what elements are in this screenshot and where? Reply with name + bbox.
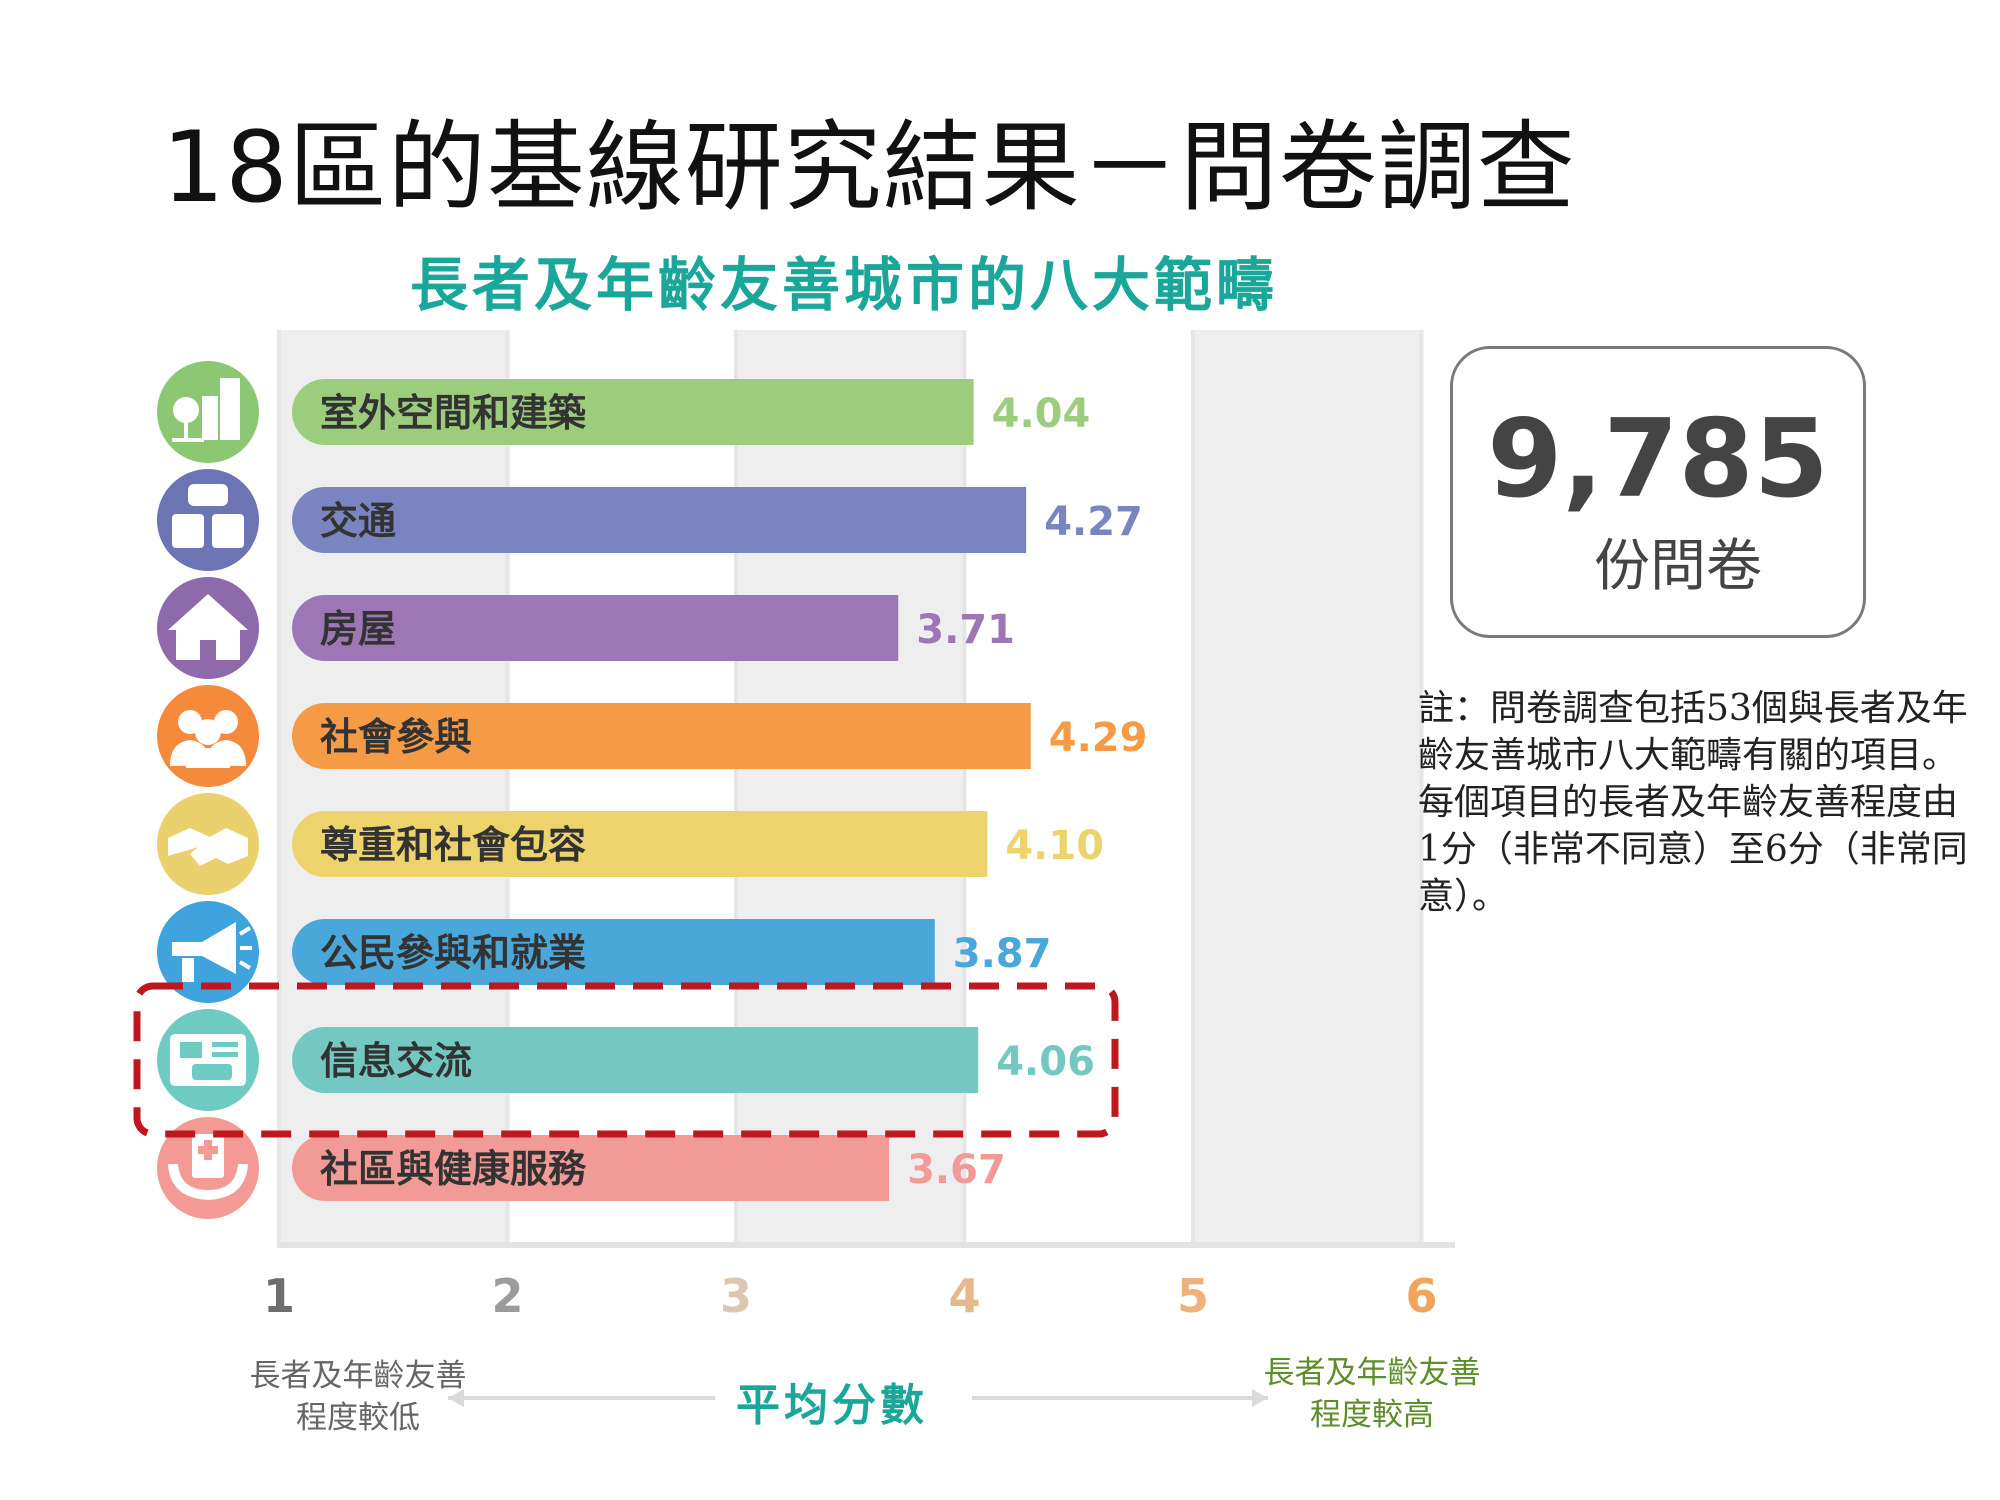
bar-value-label: 3.67 xyxy=(907,1147,1006,1193)
bar-value-label: 3.87 xyxy=(953,931,1052,977)
chart-title: 長者及年齡友善城市的八大範疇 xyxy=(410,251,1279,319)
icon-part xyxy=(195,719,221,745)
bar-category-label: 公民參與和就業 xyxy=(320,931,586,975)
icon-part xyxy=(168,1164,248,1200)
hospital-hands-icon xyxy=(157,1117,259,1219)
bar-value-label: 4.06 xyxy=(996,1039,1095,1085)
bar-category-label: 信息交流 xyxy=(320,1039,472,1083)
buildings-park-icon xyxy=(157,361,259,463)
x-tick-label: 5 xyxy=(1177,1269,1209,1323)
icon-part xyxy=(198,1146,218,1154)
icon-part xyxy=(238,926,252,970)
bar xyxy=(292,1135,890,1201)
bar xyxy=(292,919,935,985)
icon-part xyxy=(184,420,188,440)
bar xyxy=(292,595,899,661)
high-score-label: 程度較高 xyxy=(1310,1397,1434,1433)
icon-part xyxy=(202,396,218,440)
icon-part xyxy=(220,378,240,440)
icon-part xyxy=(172,438,204,442)
bar-value-label: 4.04 xyxy=(992,391,1091,437)
bar xyxy=(292,1027,979,1093)
house-icon xyxy=(157,577,259,679)
survey-count-label: 份問卷 xyxy=(1594,534,1762,599)
background-band xyxy=(1193,330,1422,1245)
bar-category-label: 尊重和社會包容 xyxy=(320,823,586,867)
bar-category-label: 室外空間和建築 xyxy=(320,391,587,435)
icon-part xyxy=(190,828,248,866)
bar-category-label: 社區與健康服務 xyxy=(320,1147,587,1191)
survey-count-box: 9,785 份問卷 xyxy=(1450,346,1866,638)
icon-part xyxy=(212,1042,238,1047)
icon-part xyxy=(182,958,194,982)
car-bus-icon xyxy=(157,469,259,571)
background-band xyxy=(279,330,508,1245)
background-band xyxy=(507,330,736,1245)
bar-value-label: 4.27 xyxy=(1044,499,1143,545)
megaphone-icon xyxy=(157,901,259,1003)
icon-part xyxy=(212,514,244,548)
people-group-icon xyxy=(157,685,259,787)
bar-value-label: 4.10 xyxy=(1005,823,1104,869)
handshake-icon xyxy=(157,793,259,895)
bar xyxy=(292,703,1031,769)
bar xyxy=(292,379,974,445)
icon-part xyxy=(168,594,248,660)
x-tick-label: 4 xyxy=(948,1269,980,1323)
bar xyxy=(292,811,988,877)
bar-category-label: 交通 xyxy=(320,499,396,543)
icon-part xyxy=(192,1064,232,1080)
high-score-label: 長者及年齡友善 xyxy=(1264,1355,1481,1391)
news-chat-icon xyxy=(157,1009,259,1111)
icon-part xyxy=(212,1052,238,1057)
x-tick-label: 1 xyxy=(263,1269,295,1323)
bar-value-label: 3.71 xyxy=(916,607,1015,653)
icon-part xyxy=(172,922,236,974)
bar-value-label: 4.29 xyxy=(1049,715,1148,761)
survey-note: 註：問卷調查包括53個與長者及年齡友善城市八大範疇有關的項目。每個項目的長者及年… xyxy=(1418,688,1968,917)
survey-count: 9,785 xyxy=(1487,397,1829,522)
icon-part xyxy=(188,484,228,506)
x-axis-title: 平均分數 xyxy=(736,1380,928,1431)
icon-part xyxy=(172,514,204,548)
bar xyxy=(292,487,1027,553)
icon-part xyxy=(186,748,230,768)
x-tick-label: 6 xyxy=(1405,1269,1437,1323)
right-arrow-head xyxy=(1252,1389,1268,1407)
x-tick-label: 2 xyxy=(491,1269,523,1323)
background-band xyxy=(736,330,965,1245)
icon-part xyxy=(180,1042,202,1058)
slide-title: 18區的基線研究結果－問卷調查 xyxy=(162,111,1576,225)
highlight-box xyxy=(133,982,1119,1138)
low-score-label: 長者及年齡友善 xyxy=(250,1358,467,1394)
left-arrow-head xyxy=(448,1389,464,1407)
background-band xyxy=(964,330,1193,1245)
icon-part xyxy=(173,397,199,423)
bar-category-label: 社會參與 xyxy=(320,715,472,759)
x-tick-label: 3 xyxy=(720,1269,752,1323)
low-score-label: 程度較低 xyxy=(296,1400,420,1436)
bar-category-label: 房屋 xyxy=(320,607,396,651)
